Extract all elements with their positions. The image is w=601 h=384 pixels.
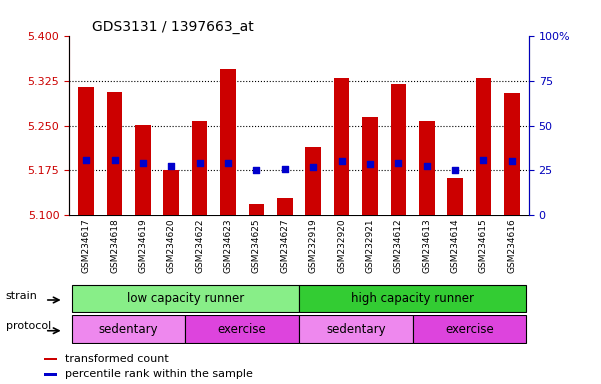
Bar (299, 285, 526, 313)
Point (337, 158, 346, 164)
Bar (391, 84, 406, 215)
Point (138, 160, 148, 166)
Point (223, 160, 233, 166)
Bar (249, 204, 264, 215)
Text: GSM232919: GSM232919 (309, 218, 318, 273)
Point (308, 164, 318, 170)
Text: GSM234622: GSM234622 (195, 218, 204, 273)
Point (478, 157, 488, 163)
Text: low capacity runner: low capacity runner (127, 292, 244, 305)
Point (280, 166, 290, 172)
Text: exercise: exercise (445, 323, 493, 336)
Text: GSM234612: GSM234612 (394, 218, 403, 273)
Text: GSM234619: GSM234619 (138, 218, 147, 273)
Text: GSM234613: GSM234613 (423, 218, 431, 273)
Point (422, 163, 432, 169)
Text: GSM234617: GSM234617 (82, 218, 91, 273)
Bar (44, 373, 57, 376)
Text: percentile rank within the sample: percentile rank within the sample (64, 369, 252, 379)
Text: GSM234615: GSM234615 (479, 218, 488, 273)
Bar (72, 316, 186, 343)
Text: GSM234625: GSM234625 (252, 218, 261, 273)
Text: sedentary: sedentary (326, 323, 386, 336)
Bar (475, 78, 491, 215)
Bar (192, 121, 207, 215)
Bar (277, 199, 293, 215)
Bar (504, 93, 520, 215)
Point (110, 157, 120, 163)
Text: GSM234618: GSM234618 (110, 218, 119, 273)
Point (507, 158, 517, 164)
Point (252, 167, 261, 174)
Text: GSM234620: GSM234620 (167, 218, 175, 273)
Point (450, 167, 460, 174)
Bar (334, 78, 349, 215)
Text: GSM234614: GSM234614 (451, 218, 460, 273)
Bar (447, 177, 463, 215)
Bar (163, 170, 179, 215)
Text: exercise: exercise (218, 323, 267, 336)
Bar (412, 316, 526, 343)
Text: strain: strain (5, 291, 37, 301)
Point (195, 160, 204, 166)
Bar (419, 121, 435, 215)
Text: GDS3131 / 1397663_at: GDS3131 / 1397663_at (92, 20, 254, 34)
Point (394, 160, 403, 166)
Point (166, 163, 176, 169)
Bar (44, 358, 57, 360)
Bar (299, 316, 412, 343)
Point (365, 161, 375, 167)
Point (81, 157, 91, 163)
Bar (78, 87, 94, 215)
Text: GSM232920: GSM232920 (337, 218, 346, 273)
Bar (362, 117, 378, 215)
Text: protocol: protocol (5, 321, 50, 331)
Bar (186, 316, 299, 343)
Text: GSM234623: GSM234623 (224, 218, 233, 273)
Text: transformed count: transformed count (64, 354, 168, 364)
Text: high capacity runner: high capacity runner (351, 292, 474, 305)
Text: sedentary: sedentary (99, 323, 159, 336)
Bar (135, 124, 151, 215)
Bar (305, 147, 321, 215)
Text: GSM232921: GSM232921 (365, 218, 374, 273)
Bar (220, 69, 236, 215)
Text: GSM234616: GSM234616 (507, 218, 516, 273)
Bar (72, 285, 299, 313)
Bar (107, 92, 123, 215)
Text: GSM234627: GSM234627 (280, 218, 289, 273)
